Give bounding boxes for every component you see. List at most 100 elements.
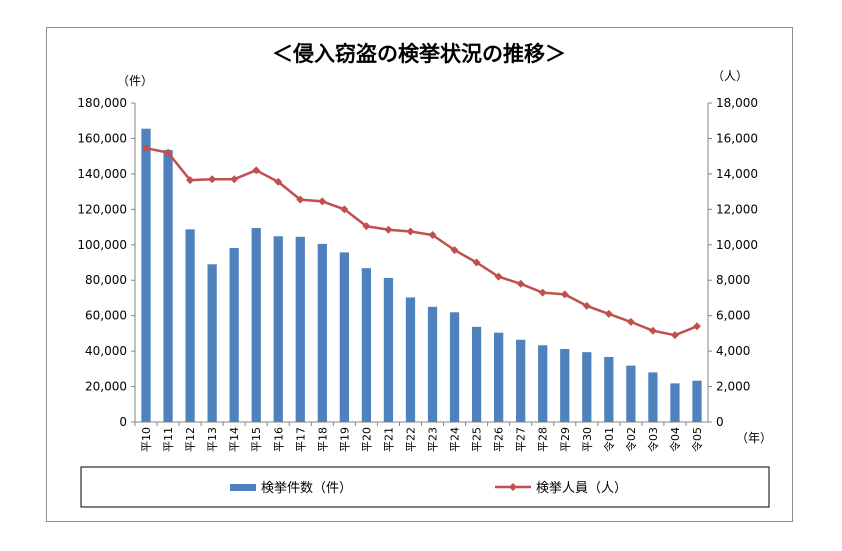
right-tick-label: 10,000 [716,238,758,252]
line-point [428,231,437,240]
bar [692,380,702,422]
line-point [494,272,503,281]
bar [582,352,592,422]
x-tick-label: 平23 [427,427,440,452]
right-tick-label: 6,000 [716,309,750,323]
right-tick-label: 0 [716,415,724,429]
x-tick-label: 平12 [184,427,197,452]
left-tick-label: 160,000 [77,131,127,145]
bar [383,277,394,422]
bar [560,348,570,422]
right-tick-label: 8,000 [716,273,750,287]
x-tick-label: 平19 [338,427,351,452]
line-point [142,144,151,153]
right-tick-label: 2,000 [716,380,750,394]
bar [229,247,239,422]
legend-swatch-marker [509,483,517,491]
line-point [582,301,591,310]
bar [361,268,372,422]
x-tick-label: 令05 [690,427,704,452]
bar [471,326,482,422]
right-tick-label: 4,000 [716,344,750,358]
line-point [164,148,173,157]
chart-title: ＜侵入窃盗の検挙状況の推移＞ [272,42,566,66]
legend-box [80,466,770,508]
line-point [208,175,217,184]
line-point [318,197,327,206]
x-tick-label: 平28 [537,427,550,452]
line-point [450,246,459,255]
line-point [362,222,371,231]
bar [427,306,438,422]
x-tick-label: 平13 [206,427,219,452]
x-tick-label: 令02 [624,427,638,452]
x-tick-label: 平30 [581,427,594,452]
x-tick-label: 平22 [404,427,417,452]
x-axis-unit: （年） [736,431,772,445]
x-tick-label: 令03 [646,427,660,452]
left-tick-label: 180,000 [77,96,127,110]
left-tick-label: 40,000 [85,344,127,358]
right-tick-label: 14,000 [716,167,758,181]
line-point [186,176,195,185]
bar [626,365,636,422]
line-point [626,317,635,326]
left-tick-label: 20,000 [85,380,127,394]
left-tick-label: 0 [119,415,127,429]
plot-area: 0 20,000 40,000 60,000 80,000 100,000 120,000 1… [77,96,758,452]
line-point [560,290,569,299]
left-tick-label: 140,000 [77,167,127,181]
line-point [340,205,349,214]
x-tick-label: 平15 [250,427,263,452]
x-tick-label: 平24 [449,427,462,452]
bar [670,383,680,422]
left-axis-unit: （件） [117,74,153,88]
line-point [604,309,613,318]
line-point [274,177,283,186]
left-tick-label: 60,000 [85,309,127,323]
chart-frame: ＜侵入窃盗の検挙状況の推移＞ （件） （人） （年） 0 20,000 40,000… [46,27,793,522]
x-tick-label: 平17 [294,427,307,452]
legend-swatch-bar [230,484,256,491]
x-tick-label: 平26 [493,427,506,452]
bar [449,312,460,422]
line-point [670,331,679,340]
left-tick-label: 120,000 [77,202,127,216]
bar [295,236,305,422]
line-point [252,166,261,175]
x-tick-label: 平18 [316,427,329,452]
line-point [472,258,481,267]
bar [185,229,195,422]
x-tick-label: 平27 [515,427,528,452]
line-point [516,279,525,288]
x-tick-label: 平29 [559,427,572,452]
right-tick-label: 12,000 [716,202,758,216]
bar [207,264,217,422]
line-point [296,195,305,204]
x-tick-label: 平21 [382,427,395,452]
x-tick-label: 平11 [162,427,175,452]
bar [273,236,283,422]
bar [648,372,658,422]
bar [516,339,526,422]
legend-label-count: 検挙件数（件） [261,481,352,496]
bar [251,227,261,422]
bar [405,297,416,422]
x-tick-label: 平20 [360,427,373,452]
right-axis-unit: （人） [712,69,748,83]
right-tick-label: 18,000 [716,96,758,110]
line-point [230,175,239,184]
bar [604,356,614,422]
x-tick-label: 平14 [228,427,241,452]
persons-line [145,146,698,337]
bar [494,332,504,422]
bar [163,149,173,422]
x-tick-label: 平25 [471,427,484,452]
line-point [648,326,657,335]
line-point [538,288,547,297]
line-point [406,227,415,236]
line-point [692,322,701,331]
line-point [384,225,393,234]
left-tick-label: 80,000 [85,273,127,287]
chart-svg: ＜侵入窃盗の検挙状況の推移＞ （件） （人） （年） 0 20,000 40,000… [77,42,772,508]
